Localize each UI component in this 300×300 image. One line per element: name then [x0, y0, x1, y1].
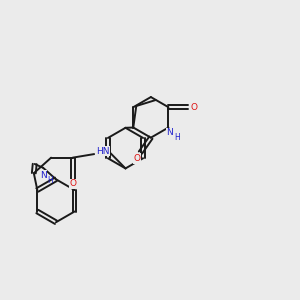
Text: O: O — [70, 179, 77, 188]
Text: O: O — [191, 103, 198, 112]
Text: HN: HN — [96, 147, 109, 156]
Text: N: N — [167, 128, 173, 137]
Text: H: H — [174, 133, 180, 142]
Text: O: O — [133, 154, 140, 163]
Text: H: H — [47, 176, 52, 185]
Text: N: N — [40, 171, 46, 180]
